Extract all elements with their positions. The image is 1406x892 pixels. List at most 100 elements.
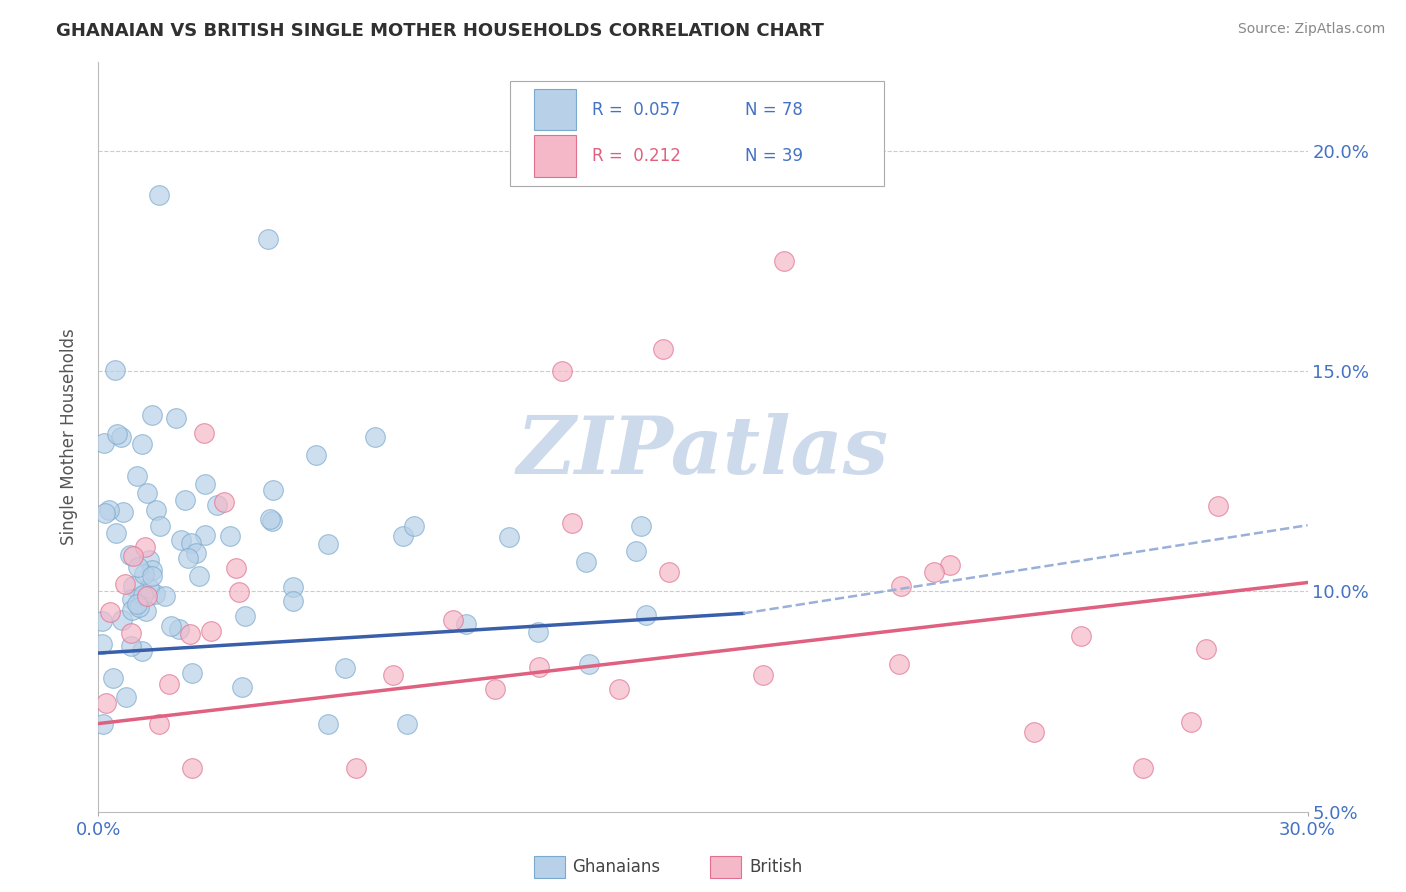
Point [180, 666, 202, 681]
Point [91, 637, 114, 651]
Point [134, 540, 156, 554]
Text: GHANAIAN VS BRITISH SINGLE MOTHER HOUSEHOLDS CORRELATION CHART: GHANAIAN VS BRITISH SINGLE MOTHER HOUSEH… [56, 22, 824, 40]
Point [132, 588, 155, 602]
Point [484, 681, 506, 696]
Point [262, 483, 284, 498]
Point [1206, 499, 1229, 513]
Point [91, 615, 114, 629]
Point [624, 544, 647, 558]
Point [98, 605, 121, 619]
Point [498, 530, 520, 544]
Point [93, 716, 115, 731]
Point [127, 560, 149, 574]
Point [193, 426, 215, 441]
Point [112, 505, 135, 519]
Point [1024, 725, 1046, 739]
Point [752, 667, 775, 681]
Point [121, 592, 143, 607]
Point [121, 603, 143, 617]
Point [170, 533, 193, 547]
Point [259, 512, 281, 526]
Point [281, 580, 304, 594]
Point [148, 187, 170, 202]
Point [441, 614, 464, 628]
Point [129, 589, 152, 603]
Point [231, 680, 253, 694]
Point [335, 661, 357, 675]
Point [180, 536, 202, 550]
Point [194, 528, 217, 542]
Point [382, 668, 405, 682]
Point [131, 644, 153, 658]
Point [104, 525, 127, 540]
Point [160, 619, 183, 633]
Text: R =  0.212: R = 0.212 [592, 147, 681, 165]
Point [141, 569, 163, 583]
Point [922, 565, 945, 579]
Point [529, 660, 551, 674]
Point [110, 430, 132, 444]
Text: N = 39: N = 39 [745, 147, 803, 165]
Point [127, 597, 149, 611]
Text: R =  0.057: R = 0.057 [592, 101, 681, 119]
Point [157, 677, 180, 691]
Point [148, 717, 170, 731]
Point [205, 498, 228, 512]
Point [890, 579, 912, 593]
Point [104, 363, 127, 377]
Point [94, 506, 117, 520]
Point [138, 552, 160, 566]
Point [145, 503, 167, 517]
Point [121, 639, 143, 653]
Point [131, 436, 153, 450]
Point [165, 410, 187, 425]
Point [120, 625, 142, 640]
Point [551, 364, 574, 378]
Bar [534, 136, 576, 177]
Point [256, 232, 278, 246]
Point [318, 537, 340, 551]
Point [149, 519, 172, 533]
Point [225, 560, 247, 574]
Point [107, 427, 129, 442]
Point [658, 565, 681, 579]
Point [179, 627, 201, 641]
Text: ZIPatlas: ZIPatlas [517, 413, 889, 491]
Point [93, 435, 115, 450]
Y-axis label: Single Mother Households: Single Mother Households [59, 329, 77, 545]
Point [194, 477, 217, 491]
Point [402, 518, 425, 533]
Point [1070, 629, 1092, 643]
Point [527, 625, 550, 640]
Point [219, 529, 242, 543]
Point [233, 609, 256, 624]
Point [578, 657, 600, 672]
Point [200, 624, 222, 639]
Text: Source: ZipAtlas.com: Source: ZipAtlas.com [1237, 22, 1385, 37]
Point [630, 519, 652, 533]
Point [188, 569, 211, 583]
Point [396, 716, 419, 731]
Point [136, 589, 159, 603]
Point [141, 409, 163, 423]
Point [1180, 715, 1202, 730]
Point [609, 681, 631, 696]
Point [173, 493, 195, 508]
Text: Ghanaians: Ghanaians [572, 858, 661, 876]
Point [318, 716, 340, 731]
Point [167, 622, 190, 636]
Point [134, 604, 156, 618]
Point [212, 494, 235, 508]
Point [634, 608, 657, 623]
Point [364, 430, 387, 444]
Point [262, 514, 284, 528]
Point [97, 502, 120, 516]
Point [114, 576, 136, 591]
Point [121, 549, 143, 563]
Point [281, 594, 304, 608]
Point [141, 563, 163, 577]
Point [143, 587, 166, 601]
Point [96, 696, 118, 710]
Point [1194, 642, 1216, 657]
Point [118, 549, 141, 563]
